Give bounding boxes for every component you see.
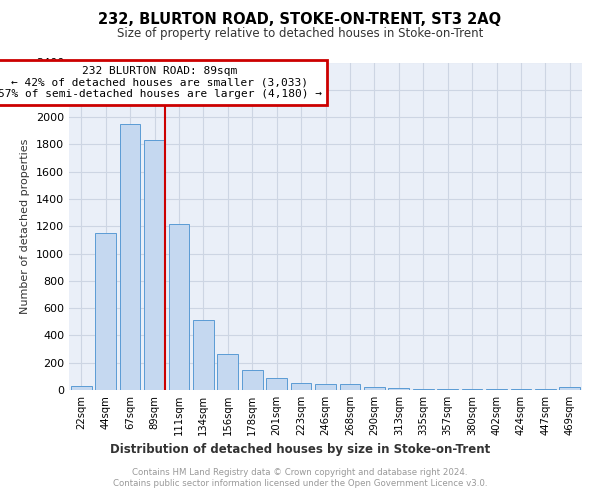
Bar (437, 389, 458, 390)
Bar (340, 384, 361, 390)
Text: 232 BLURTON ROAD: 89sqm
← 42% of detached houses are smaller (3,033)
57% of semi: 232 BLURTON ROAD: 89sqm ← 42% of detache… (0, 66, 322, 99)
Y-axis label: Number of detached properties: Number of detached properties (20, 138, 31, 314)
Bar (71, 386, 92, 390)
Text: Size of property relative to detached houses in Stoke-on-Trent: Size of property relative to detached ho… (117, 28, 483, 40)
Bar (217, 354, 238, 390)
Bar (169, 224, 190, 390)
Text: 232, BLURTON ROAD, STOKE-ON-TRENT, ST3 2AQ: 232, BLURTON ROAD, STOKE-ON-TRENT, ST3 2… (98, 12, 502, 28)
Bar (413, 388, 434, 390)
Bar (119, 124, 140, 390)
Text: Contains HM Land Registry data © Crown copyright and database right 2024.
Contai: Contains HM Land Registry data © Crown c… (113, 468, 487, 487)
Bar (364, 388, 385, 390)
Bar (193, 320, 214, 390)
Bar (315, 384, 336, 390)
Text: Distribution of detached houses by size in Stoke-on-Trent: Distribution of detached houses by size … (110, 442, 490, 456)
Bar (290, 383, 311, 390)
Bar (144, 140, 165, 390)
Bar (242, 370, 263, 390)
Bar (559, 388, 580, 390)
Bar (388, 388, 409, 390)
Bar (95, 233, 116, 390)
Bar (266, 378, 287, 390)
